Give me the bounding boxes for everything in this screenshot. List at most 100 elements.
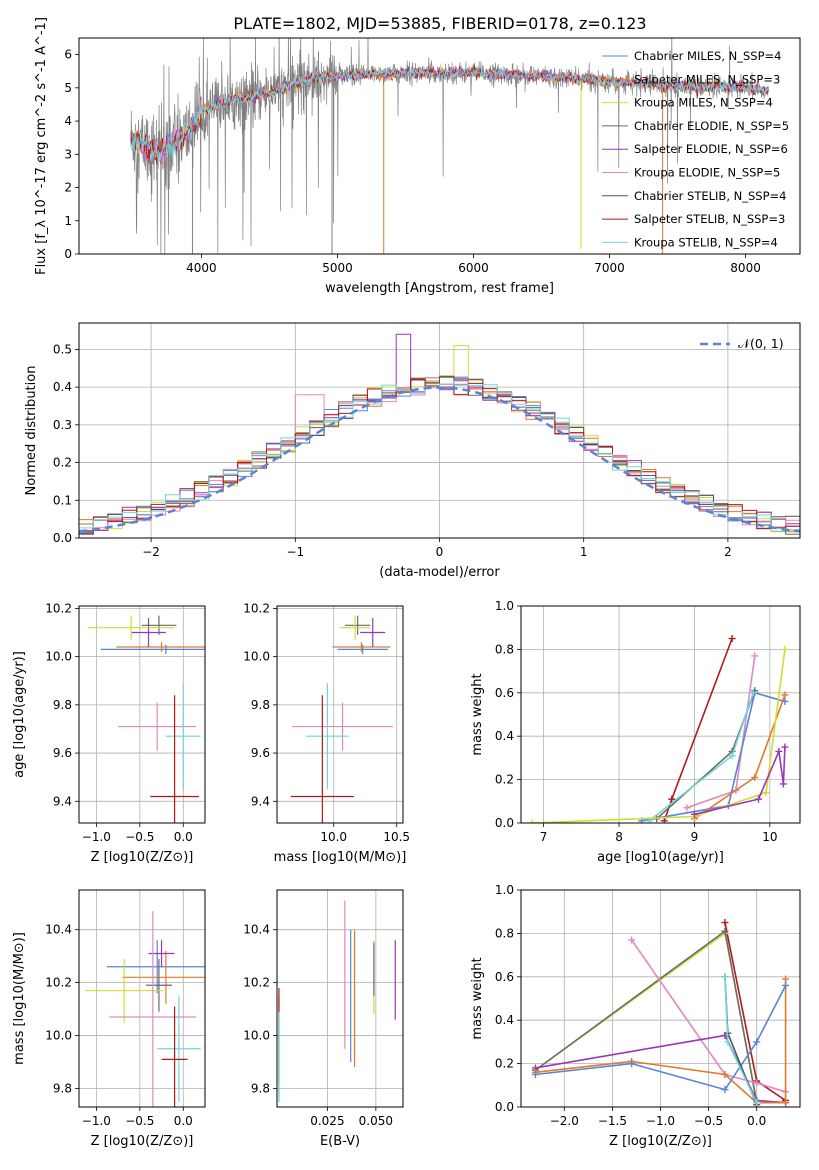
weight-series-line	[534, 929, 758, 1103]
x-tick-label: 0.0	[174, 830, 193, 844]
weight-series-line	[630, 939, 786, 1093]
y-tick-label: 0.0	[495, 816, 514, 830]
legend-label: Salpeter MILES, N_SSP=3	[634, 72, 780, 86]
y-axis-label: age [log10(age/yr)]	[12, 651, 27, 778]
legend-label: Chabrier STELIB, N_SSP=4	[634, 189, 786, 203]
x-tick-label: 2	[724, 545, 732, 559]
weight-marker	[751, 652, 759, 660]
weight-marker	[782, 981, 790, 989]
y-tick-label: 0.5	[53, 342, 72, 356]
x-tick-label: −0.5	[125, 830, 154, 844]
plot-area	[290, 615, 393, 823]
weight-marker	[628, 1060, 636, 1068]
x-tick-label: 10	[762, 830, 777, 844]
x-axis-label: Z [log10(Z/Z⊙)]	[609, 1134, 712, 1149]
x-tick-label: 10.0	[320, 830, 347, 844]
chart-mass-vs-EBV: 0.025 0.050 9.8 10.0 10.2 10.4 E(B-V)	[243, 889, 404, 1149]
x-tick-label: 9	[691, 830, 699, 844]
weight-marker	[721, 1086, 729, 1094]
residual-histogram	[79, 375, 800, 535]
axes-frame	[276, 605, 404, 824]
x-tick-label: 8000	[730, 261, 761, 275]
y-axis-label: mass weight	[470, 673, 485, 755]
weight-marker	[781, 743, 789, 751]
weight-marker	[683, 804, 691, 812]
x-tick-label: −1.0	[646, 1114, 675, 1128]
y-tick-label: 10.2	[243, 976, 270, 990]
y-tick-label: 10.0	[243, 1029, 270, 1043]
spectrum-model-line	[130, 66, 769, 163]
y-tick-label: 0.3	[53, 418, 72, 432]
y-tick-label: 5	[64, 81, 72, 95]
weight-marker	[782, 975, 790, 983]
weight-series-line	[532, 649, 786, 823]
y-tick-label: 9.6	[53, 746, 72, 760]
y-tick-label: 0.6	[495, 686, 514, 700]
y-tick-label: 9.6	[251, 746, 270, 760]
x-tick-label: 6000	[458, 261, 489, 275]
plot-area	[85, 911, 205, 1107]
y-tick-label: 9.8	[53, 698, 72, 712]
chart-weight-vs-Z: −2.0 −1.5 −1.0 −0.5 0.0 0.0 0.2 0.4 0.6 0.8 1.0 Z […	[470, 883, 801, 1149]
axes-frame	[520, 605, 801, 824]
x-tick-label: −1.0	[82, 830, 111, 844]
y-tick-label: 1.0	[495, 599, 514, 613]
legend-label: Salpeter STELIB, N_SSP=3	[634, 212, 785, 226]
y-axis-label: mass weight	[470, 957, 485, 1039]
y-tick-label: 10.0	[45, 650, 72, 664]
residual-histogram	[79, 383, 800, 531]
y-tick-label: 9.4	[251, 794, 270, 808]
plot-area	[531, 919, 790, 1107]
y-tick-label: 1.0	[495, 883, 514, 897]
y-tick-label: 0.6	[495, 970, 514, 984]
weight-marker	[755, 795, 763, 803]
y-tick-label: 0.2	[495, 1057, 514, 1071]
weight-series-line	[641, 691, 786, 822]
x-tick-label: 1	[580, 545, 588, 559]
weight-marker	[690, 810, 698, 818]
plot-area	[278, 900, 396, 1102]
weight-marker	[724, 1038, 732, 1046]
legend-label: Kroupa STELIB, N_SSP=4	[634, 235, 778, 249]
y-tick-label: 0.0	[495, 1100, 514, 1114]
y-axis-label: Normed distribution	[24, 366, 39, 496]
legend-label: Chabrier MILES, N_SSP=4	[634, 49, 781, 63]
weight-marker	[753, 1099, 761, 1107]
plot-area	[130, 38, 769, 254]
y-tick-label: 10.2	[243, 601, 270, 615]
chart-spectrum: 4000 5000 6000 7000 8000 0 1 2 3 4 5 6 wavelength [A…	[34, 17, 801, 296]
chart-age-vs-mass: 10.0 10.5 9.4 9.6 9.8 10.0 10.2 mass [log10(M/M…	[243, 601, 410, 865]
y-tick-label: 0	[64, 247, 72, 261]
axes-frame	[78, 322, 801, 539]
weight-marker	[528, 819, 536, 823]
y-tick-label: 0.8	[495, 926, 514, 940]
chart-residuals: −2 −1 0 1 2 0.0 0.1 0.2 0.3 0.4 0.5 (data-model)/er…	[24, 322, 801, 580]
legend-label: Kroupa MILES, N_SSP=4	[634, 96, 773, 110]
x-tick-label: 5000	[322, 261, 353, 275]
y-axis-label: mass [log10(M/M⊙)]	[12, 932, 27, 1065]
x-axis-label: age [log10(age/yr)]	[597, 850, 724, 865]
weight-marker	[728, 752, 736, 760]
x-tick-label: 4000	[186, 261, 217, 275]
y-tick-label: 10.4	[45, 923, 72, 937]
y-tick-label: 9.4	[53, 794, 72, 808]
weight-marker	[753, 1079, 761, 1087]
y-tick-label: 10.2	[45, 976, 72, 990]
x-axis-label: Z [log10(Z/Z⊙)]	[91, 1134, 194, 1149]
x-tick-label: −1	[286, 545, 304, 559]
weight-marker	[531, 1070, 539, 1078]
y-tick-label: 0.2	[53, 456, 72, 470]
weight-marker	[668, 795, 676, 803]
plot-area	[528, 635, 789, 823]
axes-frame	[78, 889, 206, 1108]
y-tick-label: 0.2	[495, 773, 514, 787]
x-tick-label: 8	[615, 830, 623, 844]
chart-age-vs-Z: −1.0 −0.5 0.0 9.4 9.6 9.8 10.0 10.2 Z [log10(Z/Z…	[12, 601, 206, 865]
plot-area	[87, 615, 205, 823]
x-axis-label: mass [log10(M/M⊙)]	[274, 850, 407, 865]
axes-frame	[276, 889, 404, 1108]
y-tick-label: 9.8	[53, 1081, 72, 1095]
y-tick-label: 10.4	[243, 923, 270, 937]
y-tick-label: 0.0	[53, 531, 72, 545]
x-tick-label: 7000	[594, 261, 625, 275]
